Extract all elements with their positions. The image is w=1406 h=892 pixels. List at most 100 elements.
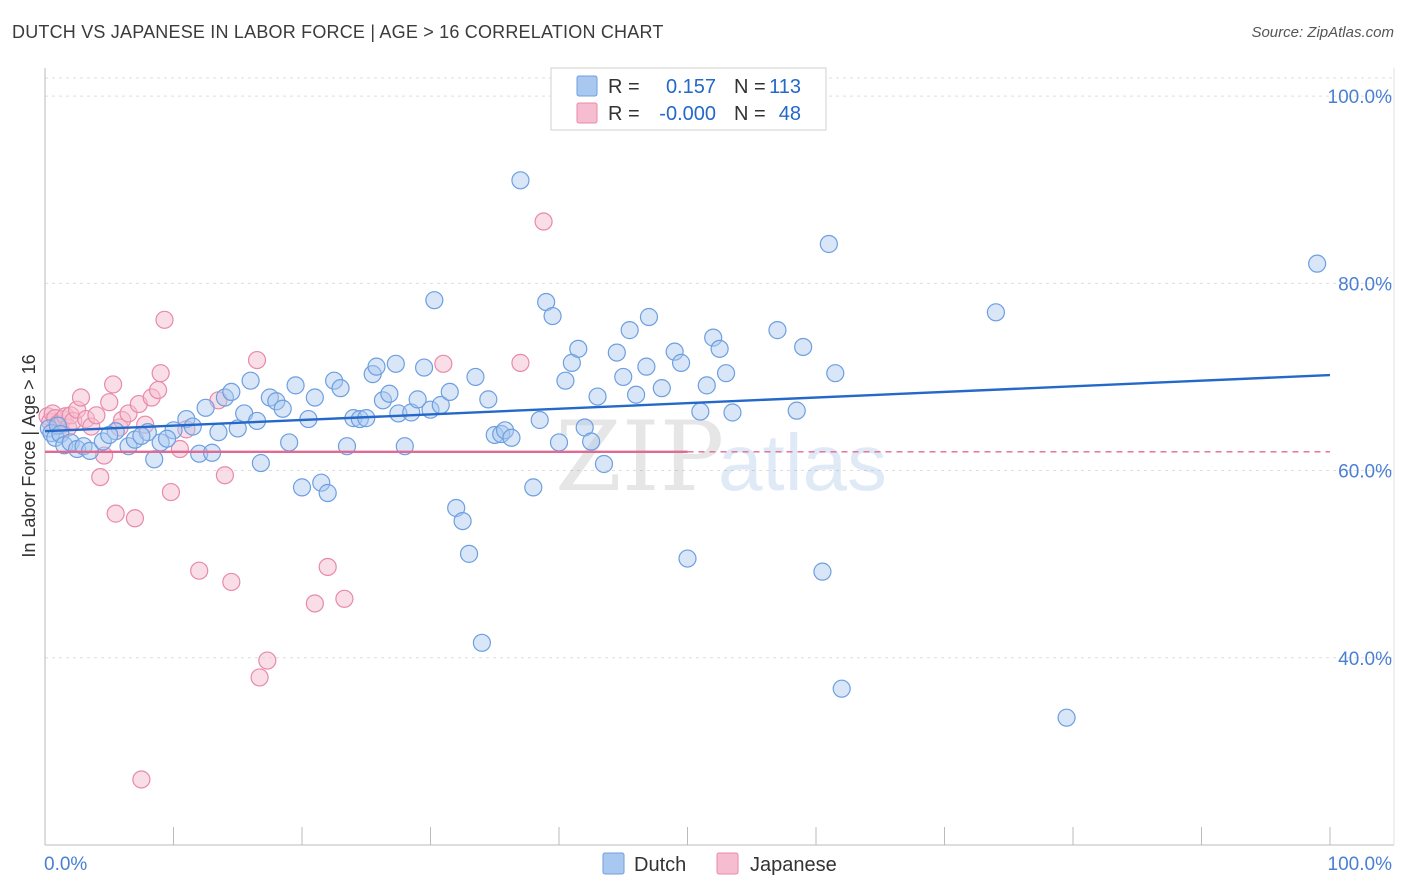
dutch-point: [986, 303, 1006, 322]
japanese-point: [335, 589, 354, 608]
japanese-point: [222, 572, 241, 592]
japanese-point: [155, 310, 174, 329]
y-tick-label: 40.0%: [1338, 649, 1392, 670]
dutch-point: [318, 483, 337, 503]
dutch-point: [222, 382, 241, 402]
japanese-point: [215, 466, 234, 485]
dutch-point: [350, 409, 369, 429]
dutch-points: [39, 171, 1327, 727]
japanese-point: [190, 561, 209, 580]
dutch-point: [637, 357, 656, 376]
legend-top: R = 0.157 N = 113 R = -0.000 N = 48: [550, 67, 827, 131]
dutch-point: [697, 376, 716, 395]
dutch-point: [569, 339, 588, 358]
japanese-point: [511, 353, 530, 372]
dutch-point: [813, 562, 832, 581]
japanese-point: [100, 393, 119, 412]
dutch-point: [556, 371, 575, 390]
dutch-point: [367, 357, 386, 376]
japanese-point: [170, 439, 190, 459]
dutch-point: [530, 410, 549, 430]
dutch-point: [337, 437, 357, 456]
legend-japanese-swatch: [576, 102, 598, 124]
dutch-point: [1057, 708, 1076, 727]
dutch-point: [119, 437, 138, 456]
dutch-point: [292, 478, 312, 497]
y-axis-title: In Labor Force | Age > 16: [19, 354, 39, 557]
dutch-point: [543, 306, 562, 326]
japanese-point: [104, 375, 123, 394]
dutch-point: [395, 437, 414, 456]
dutch-point: [652, 379, 671, 398]
legend-japanese-r-value: -0.000: [659, 103, 716, 125]
dutch-point: [472, 633, 491, 652]
legend-japanese-n-label: N =: [734, 103, 766, 125]
chart-title: DUTCH VS JAPANESE IN LABOR FORCE | AGE >…: [12, 22, 664, 42]
dutch-point: [588, 387, 607, 406]
japanese-point: [534, 212, 553, 231]
x-tick-label: 100.0%: [1328, 854, 1393, 875]
x-tick-label: 0.0%: [44, 854, 87, 875]
dutch-point: [582, 432, 601, 451]
dutch-point: [312, 473, 331, 492]
japanese-point: [125, 509, 145, 528]
dutch-point: [157, 429, 177, 448]
dutch-point: [145, 450, 164, 469]
dutch-point: [502, 428, 521, 447]
legend-bottom-dutch-swatch: [602, 852, 625, 875]
legend-bottom: Dutch Japanese: [602, 852, 837, 876]
japanese-point: [132, 770, 151, 789]
tick-labels: 40.0% 60.0% 80.0% 100.0% 0.0% 100.0%: [44, 87, 1392, 875]
dutch-point: [209, 423, 228, 442]
japanese-point: [258, 651, 277, 670]
y-tick-label: 80.0%: [1338, 274, 1392, 295]
watermark: ZIP atlas: [555, 401, 887, 513]
japanese-point: [87, 406, 106, 425]
axis-layer: [44, 68, 1395, 846]
japanese-point: [106, 504, 125, 523]
dutch-point: [177, 409, 196, 429]
dutch-point: [402, 403, 421, 422]
dutch-point: [325, 371, 344, 390]
japanese-point: [151, 364, 170, 383]
japanese-point: [136, 415, 155, 434]
dutch-point: [466, 367, 485, 387]
dutch-point: [183, 417, 202, 436]
dutch-point: [511, 171, 530, 190]
legend-bottom-japanese-label: Japanese: [750, 854, 837, 876]
dutch-point: [408, 390, 427, 409]
dutch-point: [495, 421, 515, 440]
dutch-point: [768, 321, 787, 340]
japanese-point: [250, 668, 269, 687]
dutch-point: [273, 399, 292, 418]
dutch-point: [832, 679, 851, 698]
dutch-point: [614, 367, 633, 387]
dutch-point: [100, 425, 119, 445]
dutch-point: [524, 478, 543, 497]
dutch-point: [671, 353, 691, 372]
dutch-point: [93, 432, 112, 451]
legend-bottom-dutch-label: Dutch: [634, 854, 686, 876]
dutch-point: [280, 433, 299, 452]
dutch-point: [710, 339, 729, 358]
japanese-point: [148, 380, 168, 400]
japanese-point: [434, 354, 453, 373]
trend-lines: [44, 373, 1331, 454]
chart-source: Source: ZipAtlas.com: [1251, 24, 1394, 41]
y-tick-label: 100.0%: [1328, 87, 1393, 108]
dutch-point: [305, 388, 324, 407]
dutch-point: [620, 321, 639, 340]
legend-japanese-n-value: 48: [779, 103, 801, 125]
japanese-point: [91, 467, 110, 487]
dutch-point: [1308, 254, 1327, 273]
dutch-point: [594, 454, 614, 474]
dutch-point: [794, 337, 813, 357]
dutch-point: [190, 444, 209, 463]
japanese-point: [247, 350, 267, 370]
dutch-point: [549, 433, 569, 452]
japanese-points: [38, 212, 553, 789]
dutch-point: [414, 358, 434, 377]
japanese-point: [305, 594, 324, 613]
